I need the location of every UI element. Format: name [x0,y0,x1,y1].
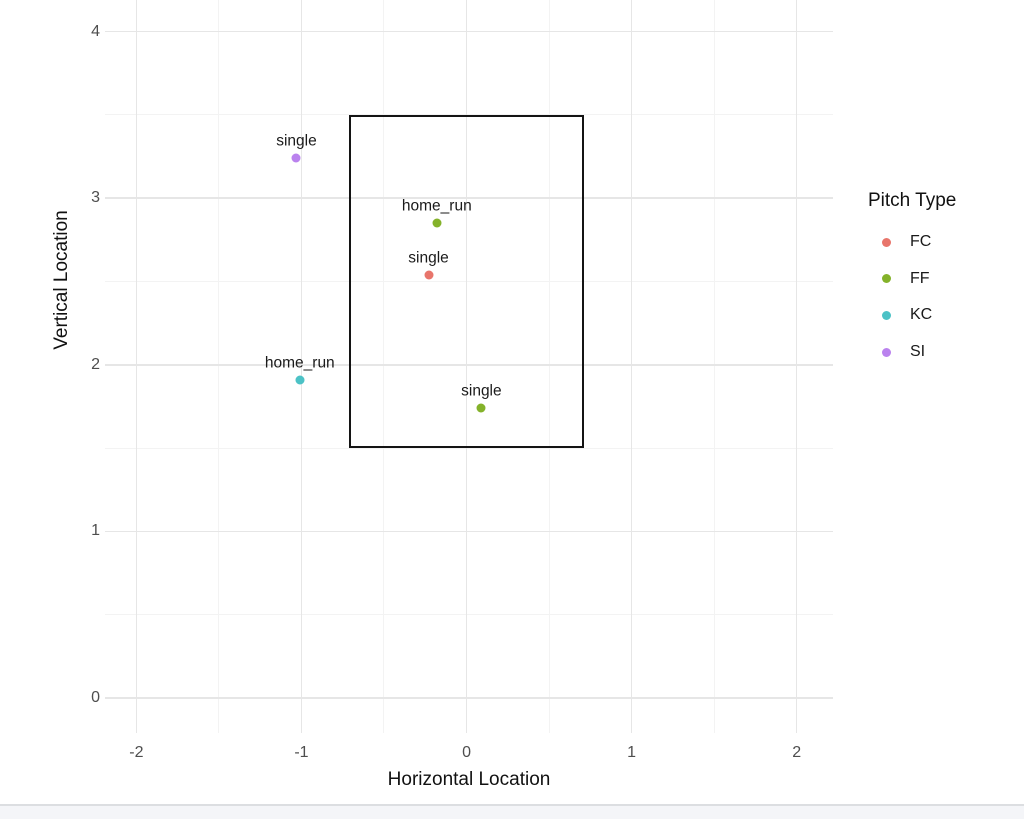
data-point-si [291,153,301,163]
grid-line-horizontal-major [105,30,833,33]
grid-line-vertical-minor [218,0,220,733]
y-tick-label: 4 [91,22,100,40]
legend-swatch-icon [882,310,891,320]
legend-swatch-icon [882,274,891,284]
grid-line-horizontal-major [105,364,833,366]
legend-entry-label: FF [910,269,930,287]
point-label: single [408,249,449,267]
x-tick-label: 2 [792,744,802,761]
legend-entry-kc: KC [866,304,932,326]
legend-entry-label: SI [910,343,926,361]
grid-line-horizontal-minor [105,614,833,616]
legend-entry-ff: FF [866,268,930,290]
y-tick-label: 3 [91,189,100,207]
point-label: home_run [401,197,472,215]
grid-line-vertical-major [300,0,303,733]
legend-swatch-icon [882,237,891,247]
x-tick-label: -2 [129,744,144,761]
strike-zone-rectangle [349,114,584,449]
x-tick-label: -1 [294,744,309,761]
grid-line-horizontal-minor [105,281,833,283]
x-axis-title: Horizontal Location [387,769,551,790]
data-point-ff [476,403,486,413]
legend-entry-fc: FC [866,231,931,253]
grid-line-vertical-major [795,0,798,733]
data-point-ff [432,218,442,228]
data-point-kc [295,375,305,385]
legend-entry-label: FC [910,233,932,250]
grid-line-vertical-major [135,0,138,733]
grid-line-vertical-minor [713,0,715,733]
point-label: single [276,132,317,150]
legend: Pitch Type FC FF KC SI [866,190,1022,390]
x-tick-label: 0 [462,744,471,761]
y-tick-label: 0 [91,689,100,707]
grid-line-vertical-minor [548,0,550,733]
grid-line-horizontal-major [105,197,833,200]
grid-line-vertical-major [630,0,633,733]
grid-line-vertical-major [465,0,468,733]
legend-title: Pitch Type [868,190,957,211]
x-tick-label: 1 [627,744,637,761]
grid-line-horizontal-major [105,530,833,533]
legend-entry-si: SI [866,341,925,363]
y-tick-label: 1 [91,522,100,540]
legend-entry-label: KC [910,306,933,324]
plot-panel: single home_run single home_run single [105,0,833,733]
y-axis-title: Vertical Location [51,210,72,350]
bottom-scrollbar-track[interactable] [0,804,1024,819]
grid-line-vertical-minor [383,0,385,733]
grid-line-horizontal-major [105,697,833,699]
grid-line-horizontal-minor [105,447,833,449]
y-tick-label: 2 [91,355,100,373]
legend-swatch-icon [882,347,891,357]
point-label: home_run [264,354,335,372]
point-label: single [461,382,502,400]
data-point-fc [424,270,434,280]
